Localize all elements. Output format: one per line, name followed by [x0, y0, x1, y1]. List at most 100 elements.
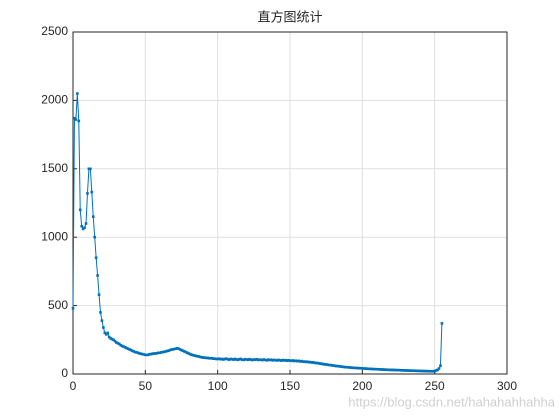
- data-marker: [197, 355, 201, 358]
- data-marker: [204, 356, 208, 360]
- data-marker: [132, 350, 136, 353]
- data-marker: [97, 293, 101, 296]
- data-marker: [206, 356, 209, 360]
- x-tick-label: 150: [280, 379, 300, 393]
- data-marker: [141, 352, 144, 356]
- data-marker: [287, 359, 290, 362]
- data-marker: [272, 358, 276, 362]
- data-marker: [222, 358, 225, 361]
- data-marker: [200, 356, 204, 359]
- data-marker: [308, 360, 312, 364]
- data-marker: [261, 358, 264, 362]
- data-marker: [264, 358, 267, 362]
- data-marker: [122, 345, 125, 348]
- data-marker: [183, 350, 186, 353]
- data-marker: [434, 369, 438, 372]
- data-marker: [430, 369, 434, 373]
- data-marker: [185, 351, 189, 355]
- y-tick-label: 1500: [41, 161, 68, 175]
- data-marker: [330, 364, 334, 367]
- x-tick-label: 0: [70, 379, 77, 393]
- data-marker: [77, 119, 81, 123]
- data-marker: [416, 369, 419, 373]
- data-marker: [300, 359, 303, 363]
- data-marker: [387, 368, 390, 372]
- data-marker: [210, 356, 214, 360]
- data-marker: [177, 347, 180, 350]
- data-marker: [414, 369, 418, 373]
- data-marker: [252, 358, 256, 361]
- data-marker: [131, 349, 134, 353]
- data-marker: [232, 358, 235, 361]
- data-marker: [239, 357, 243, 361]
- data-marker: [236, 358, 240, 362]
- data-marker: [265, 359, 269, 362]
- data-marker: [282, 359, 286, 362]
- data-marker: [74, 118, 78, 121]
- data-marker: [89, 167, 92, 171]
- axes-box: [72, 31, 508, 375]
- data-marker: [180, 348, 183, 352]
- data-marker: [117, 342, 121, 346]
- data-marker: [253, 358, 257, 362]
- data-marker: [240, 358, 244, 361]
- data-marker: [361, 367, 364, 370]
- data-marker: [168, 348, 172, 352]
- data-marker: [155, 351, 159, 355]
- data-marker: [106, 331, 110, 335]
- data-marker: [355, 366, 358, 370]
- data-marker: [138, 352, 141, 355]
- data-marker: [115, 341, 118, 344]
- y-tick-label: 2000: [41, 93, 68, 107]
- data-marker: [128, 348, 131, 351]
- data-marker: [152, 352, 156, 355]
- data-marker: [372, 367, 376, 371]
- data-marker: [417, 369, 421, 373]
- data-marker: [278, 359, 282, 362]
- data-marker: [307, 360, 311, 364]
- data-marker: [365, 367, 368, 370]
- data-marker: [436, 368, 439, 372]
- data-marker: [73, 116, 76, 120]
- data-marker: [90, 190, 94, 194]
- data-marker: [146, 353, 150, 357]
- data-marker: [259, 358, 263, 362]
- data-marker: [83, 226, 86, 229]
- data-marker: [158, 351, 162, 355]
- data-marker: [293, 359, 296, 363]
- data-marker: [398, 368, 402, 372]
- data-marker: [165, 349, 169, 353]
- data-marker: [339, 365, 342, 368]
- data-marker: [410, 369, 413, 373]
- data-marker: [268, 358, 272, 362]
- y-tick-label: 1000: [41, 229, 68, 243]
- data-marker: [397, 368, 400, 372]
- data-marker: [439, 364, 442, 368]
- data-marker: [366, 367, 370, 371]
- data-marker: [429, 369, 432, 373]
- data-marker: [342, 365, 345, 369]
- y-tick-label: 2500: [41, 24, 68, 38]
- data-marker: [225, 357, 228, 360]
- data-marker: [284, 358, 287, 362]
- data-marker: [238, 357, 241, 361]
- data-marker: [343, 365, 347, 369]
- data-marker: [219, 357, 222, 361]
- data-marker: [258, 358, 261, 361]
- data-marker: [281, 358, 285, 362]
- data-marker: [369, 367, 373, 371]
- data-marker: [256, 358, 260, 362]
- data-marker: [349, 366, 353, 369]
- data-marker: [217, 357, 221, 360]
- data-marker: [274, 358, 277, 362]
- x-tick-label: 300: [497, 379, 517, 393]
- data-marker: [362, 367, 366, 370]
- data-marker: [350, 366, 354, 370]
- data-marker: [178, 348, 182, 351]
- data-marker: [440, 322, 444, 325]
- data-marker: [139, 352, 143, 356]
- data-marker: [408, 369, 412, 372]
- x-tick-label: 250: [425, 379, 445, 393]
- data-marker: [340, 365, 344, 369]
